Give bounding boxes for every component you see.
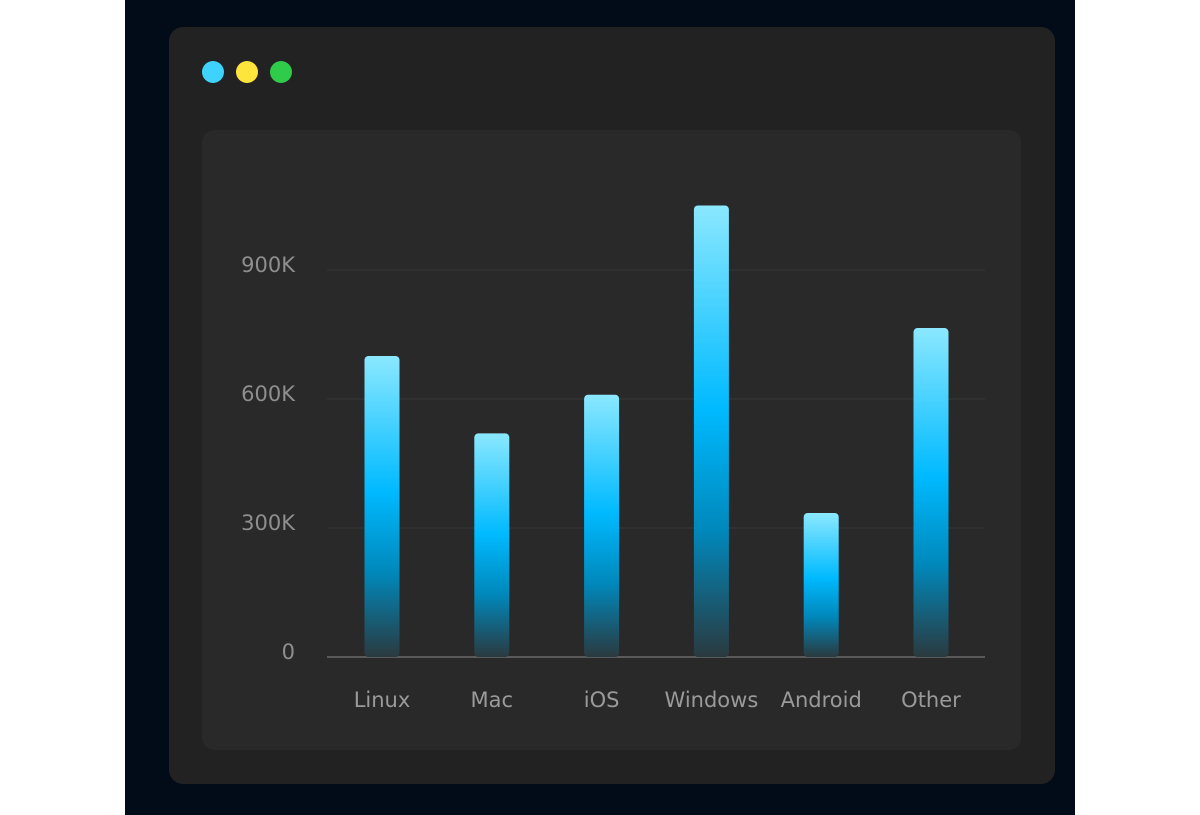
y-tick-label: 300K [241,511,296,535]
close-dot-icon[interactable] [202,61,224,83]
minimize-dot-icon[interactable] [236,61,258,83]
bar-windows [693,205,729,657]
x-tick-label: Linux [354,688,411,712]
bars [364,205,949,657]
bar-android [803,512,839,657]
x-tick-label: Mac [471,688,514,712]
bar-mac [474,433,510,657]
y-tick-label: 900K [241,253,296,277]
x-tick-label: Other [901,688,961,712]
x-axis-ticks: Linux Mac iOS Windows Android Other [354,688,961,712]
bar-ios [584,394,620,657]
y-tick-label: 0 [282,640,295,664]
y-axis-ticks: 0 300K 600K 900K [241,253,296,664]
x-tick-label: iOS [584,688,620,712]
y-tick-label: 600K [241,382,296,406]
x-tick-label: Windows [665,688,759,712]
grid-lines [327,269,985,658]
bar-linux [364,356,400,657]
maximize-dot-icon[interactable] [270,61,292,83]
x-tick-label: Android [781,688,862,712]
bar-other [913,328,949,657]
